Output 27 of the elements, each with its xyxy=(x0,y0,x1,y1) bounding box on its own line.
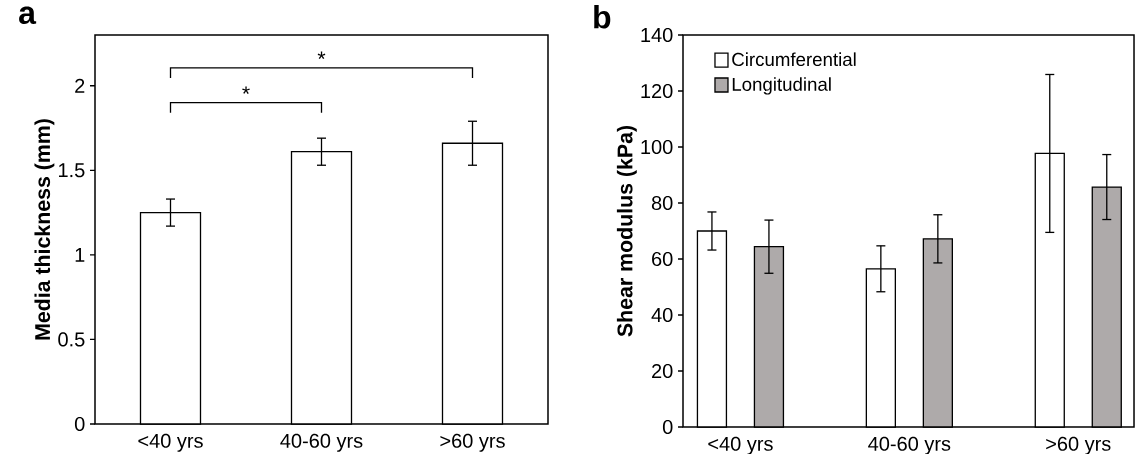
chart-title: a xyxy=(19,6,37,25)
annotation: * xyxy=(317,51,326,60)
y-tick-label: 0 xyxy=(662,419,673,435)
y-tick-label: 1.5 xyxy=(59,163,85,178)
y-axis-title: Shear modulus (kPa) xyxy=(616,125,637,337)
x-tick-label: <40 yrs xyxy=(138,433,203,452)
y-tick-label: 120 xyxy=(641,83,673,99)
x-tick-label: >60 yrs xyxy=(440,433,505,452)
legend-label: Circumferential xyxy=(732,52,856,67)
y-tick-label: 0.5 xyxy=(58,332,85,347)
chart-title: b xyxy=(594,5,611,29)
y-axis-title: Media thickness (mm) xyxy=(34,119,55,340)
y-tick-label: 60 xyxy=(652,251,673,267)
annotation: * xyxy=(242,86,250,94)
y-tick-label: 20 xyxy=(652,363,673,379)
x-tick-label: >60 yrs xyxy=(1046,436,1111,454)
y-tick-label: 1 xyxy=(75,247,85,262)
y-tick-label: 40 xyxy=(651,307,673,323)
legend-label: Longitudinal xyxy=(732,77,831,95)
y-tick-label: 100 xyxy=(641,139,673,155)
x-tick-label: 40-60 yrs xyxy=(280,433,363,452)
y-tick-label: 2 xyxy=(75,78,85,93)
x-tick-label: <40 yrs xyxy=(708,436,773,454)
y-tick-label: 0 xyxy=(74,416,85,432)
x-tick-label: 40-60 yrs xyxy=(868,436,951,454)
y-tick-label: 140 xyxy=(641,27,673,43)
y-tick-label: 80 xyxy=(651,195,673,211)
